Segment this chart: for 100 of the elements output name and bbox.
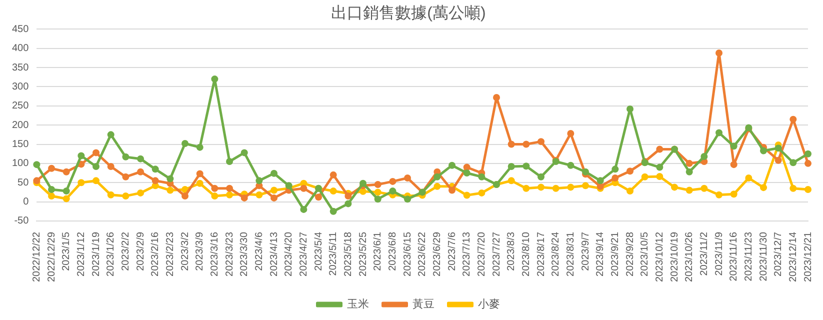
point	[790, 184, 797, 192]
point	[804, 150, 812, 158]
x-tick-label: 2023/1/19	[90, 232, 102, 276]
x-tick-label: 2023/2/9	[135, 232, 146, 271]
point	[196, 144, 204, 151]
x-tick-label: 2023/11/2	[698, 232, 710, 276]
point	[730, 161, 738, 168]
point	[730, 190, 738, 198]
point	[582, 182, 590, 190]
x-tick-label: 2023/12/7	[773, 232, 784, 276]
point	[62, 168, 70, 176]
point	[62, 188, 70, 195]
point	[330, 188, 337, 195]
point	[760, 147, 767, 154]
x-tick-label: 2023/8/10	[520, 232, 532, 276]
y-tick-label: -50	[14, 216, 30, 227]
x-tick-label: 2023/3/16	[209, 232, 220, 276]
point	[344, 192, 352, 200]
point	[463, 192, 470, 199]
point	[211, 184, 218, 192]
x-tick-label: 2023/6/1	[372, 232, 384, 271]
point	[700, 153, 708, 160]
point	[522, 184, 530, 192]
x-tick-label: 2023/12/14	[788, 232, 799, 282]
point	[107, 162, 114, 170]
point	[315, 194, 322, 201]
point	[374, 196, 382, 203]
point	[137, 155, 144, 162]
point	[612, 174, 619, 182]
point	[804, 186, 812, 194]
point	[567, 184, 574, 191]
x-tick-label: 2023/3/30	[239, 232, 250, 276]
x-tick-label: 2023/6/22	[417, 232, 428, 276]
point	[790, 116, 797, 123]
legend-label: 黃豆	[412, 298, 434, 311]
point	[62, 195, 70, 202]
x-tick-label: 2023/1/5	[61, 232, 72, 271]
point	[686, 186, 693, 194]
x-tick-label: 2023/7/20	[476, 232, 488, 276]
point	[285, 182, 292, 190]
point	[344, 200, 352, 208]
point	[300, 184, 308, 192]
point	[508, 140, 515, 148]
y-tick-label: 150	[12, 139, 30, 150]
y-tick-label: 450	[12, 24, 30, 35]
point	[92, 149, 100, 156]
point	[48, 192, 56, 200]
point	[538, 138, 545, 146]
point	[582, 168, 590, 176]
point	[478, 173, 486, 180]
point	[656, 146, 664, 153]
x-tick-label: 2023/9/7	[580, 232, 592, 271]
point	[92, 162, 100, 170]
point	[656, 172, 664, 180]
point	[182, 140, 189, 147]
point	[760, 184, 767, 192]
y-tick-label: 50	[18, 177, 30, 188]
x-tick-label: 2023/4/20	[284, 232, 295, 276]
x-tick-label: 2023/9/14	[595, 232, 606, 276]
point	[152, 177, 159, 184]
point	[122, 173, 130, 180]
x-tick-label: 2023/5/11	[328, 232, 340, 276]
point	[448, 162, 456, 169]
point	[166, 175, 174, 182]
point	[330, 171, 337, 178]
legend-label: 小麥	[478, 298, 500, 311]
point	[508, 162, 515, 170]
point	[389, 178, 396, 185]
point	[596, 177, 604, 184]
point	[538, 173, 545, 180]
x-tick-label: 2023/12/21	[802, 232, 814, 282]
x-tick-label: 2023/8/17	[536, 232, 547, 276]
point	[656, 164, 664, 171]
point	[33, 161, 40, 168]
point	[686, 160, 693, 167]
point	[478, 189, 486, 196]
point	[612, 166, 619, 173]
x-tick-label: 2023/2/2	[120, 232, 132, 271]
x-tick-label: 2023/11/16	[728, 232, 740, 282]
point	[493, 94, 500, 101]
point	[790, 159, 797, 166]
point	[508, 177, 515, 184]
point	[434, 173, 441, 180]
point	[226, 158, 234, 166]
point	[270, 186, 278, 194]
point	[626, 105, 634, 112]
point	[360, 180, 367, 187]
point	[774, 144, 782, 152]
x-tick-label: 2023/5/4	[313, 232, 324, 271]
point	[522, 162, 530, 170]
x-tick-label: 2023/5/18	[342, 232, 354, 276]
x-tick-label: 2023/6/15	[402, 232, 414, 276]
x-tick-label: 2023/5/25	[358, 232, 369, 276]
point	[196, 180, 204, 187]
point	[641, 173, 648, 180]
x-tick-label: 2023/8/3	[506, 232, 518, 271]
x-tick-label: 2023/11/30	[758, 232, 770, 282]
point	[240, 194, 248, 202]
point	[137, 189, 144, 196]
point	[270, 170, 278, 177]
